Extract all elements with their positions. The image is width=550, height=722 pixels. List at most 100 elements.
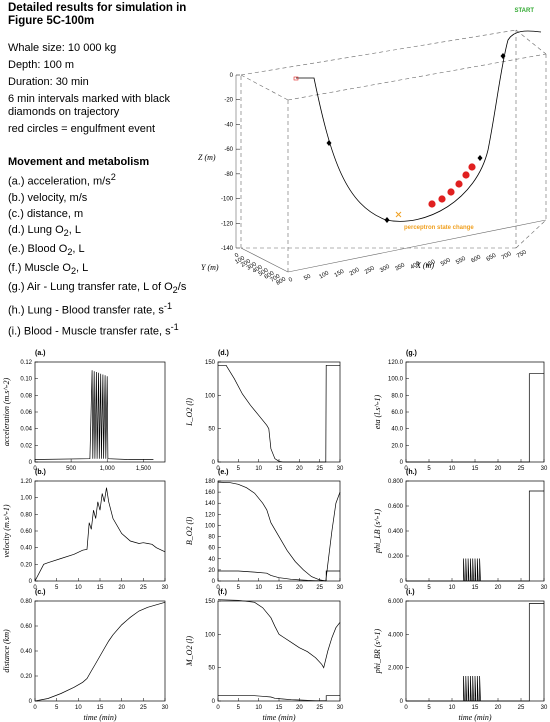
y-tick-label: 0	[212, 460, 216, 466]
z-tick-label: -140	[221, 246, 234, 252]
y-tick-label: 0.60	[20, 624, 32, 630]
y-tick-label: 0.06	[20, 410, 32, 416]
series-line	[218, 570, 340, 582]
y-tick-label: 300	[246, 261, 258, 272]
z-tick-label: -40	[224, 122, 233, 128]
x-tick-label: 15	[472, 466, 479, 472]
x-tick-label: 5	[237, 705, 241, 711]
x-axis-label: time (min)	[83, 713, 116, 722]
y-tick-label: 100	[234, 255, 246, 266]
info-panel: Detailed results for simulation in Figur…	[8, 2, 218, 339]
y-axis-label: phi_LB (s^-1)	[373, 509, 382, 554]
x-tick-label: 30	[541, 705, 548, 711]
six-min-diamond	[384, 217, 390, 223]
z-tick-label: -20	[224, 98, 233, 104]
y-tick-label: 100	[205, 523, 216, 529]
y-tick-label: 0.04	[20, 427, 32, 433]
x-tick-label: 25	[518, 705, 525, 711]
mm-item-superscript: 2	[110, 172, 116, 182]
panel-g: (g.) 0 20.0 40.0 60.0 80.0 100.0 120.0 0 5 10 15 20 2…	[373, 350, 548, 472]
y-tick-label: 200	[240, 258, 252, 269]
mm-item-text: (b.) velocity, m/s	[8, 191, 88, 204]
x-tick-label: 750	[516, 249, 528, 260]
x-tick-label: 25	[140, 705, 147, 711]
six-min-diamond	[477, 155, 483, 161]
y-tick-label: 0	[400, 699, 404, 705]
x-tick-label: 0	[288, 277, 294, 284]
trajectory-path	[296, 30, 542, 222]
x-tick-label: 700	[501, 251, 513, 262]
mm-item-text: (i.) Blood - Muscle transfer rate, s	[8, 325, 171, 338]
series-line	[217, 599, 341, 669]
y-tick-label: 150	[205, 360, 216, 366]
mm-item: (c.) distance, m	[8, 208, 218, 221]
info-heading-line2: Figure 5C-100m	[8, 15, 95, 27]
x-tick-label: 0	[33, 705, 37, 711]
info-engulfment: red circles = engulfment event	[8, 123, 156, 135]
mm-item-text: (c.) distance, m	[8, 207, 84, 220]
y-tick-label: 0.02	[20, 443, 32, 449]
mm-item-subscript: 2	[70, 266, 77, 277]
x-tick-label: 15	[276, 705, 283, 711]
y-axis-label: B_O2 (l)	[185, 517, 194, 546]
x-tick-label: 15	[276, 466, 283, 472]
y-tick-label: 4.000	[388, 632, 404, 638]
x-tick-label: 20	[118, 585, 125, 591]
x-tick-label: 25	[518, 585, 525, 591]
info-heading-line1: Detailed results for simulation in	[8, 2, 187, 14]
y-tick-label: 0.400	[388, 529, 404, 535]
z-tick-label: -120	[221, 221, 234, 227]
info-heading: Detailed results for simulation in Figur…	[8, 2, 218, 28]
y-tick-label: 150	[205, 599, 216, 605]
mm-item: (i.) Blood - Muscle transfer rate, s-1	[8, 321, 218, 339]
x-tick-label: 350	[394, 262, 406, 273]
x-tick-label: 150	[334, 268, 346, 279]
y-tick-label: 500	[258, 267, 270, 278]
y-tick-label: 0.40	[20, 546, 32, 552]
x-tick-label: 5	[55, 585, 59, 591]
y-tick-label: 0	[29, 460, 33, 466]
y-axis-label: phi_BR (s^-1)	[373, 628, 382, 674]
y-tick-label: 0.80	[20, 512, 32, 518]
panel-frame	[217, 361, 341, 463]
mm-item-text: (g.) Air - Lung transfer rate, L of O	[8, 281, 173, 294]
z-axis-label: Z (m)	[198, 153, 216, 162]
y-tick-label: 0.800	[388, 479, 404, 485]
series-line	[218, 364, 340, 463]
movement-metabolism-title: Movement and metabolism	[8, 156, 150, 168]
panel-frame	[34, 600, 166, 702]
x-tick-label: 0	[33, 466, 37, 472]
y-tick-label: 0	[400, 579, 404, 585]
mm-item-text: (d.) Lung O	[8, 223, 64, 236]
x-tick-label: 10	[255, 585, 262, 591]
panel-label: (f.)	[218, 589, 227, 596]
panel-label: (i.)	[406, 589, 415, 596]
mm-item-subscript: 2	[63, 227, 69, 238]
y-tick-label: 0.10	[20, 377, 32, 383]
y-tick-label: 180	[205, 479, 216, 485]
mm-item-subscript: 2	[67, 247, 73, 258]
x-tick-label: 15	[472, 585, 479, 591]
info-intervals: 6 min intervals marked with black diamon…	[8, 93, 218, 119]
series-line	[406, 603, 544, 702]
y-tick-label: 100	[205, 393, 216, 399]
info-depth: Depth: 100 m	[8, 59, 75, 71]
y-tick-label: 20.0	[391, 443, 403, 449]
x-tick-label: 300	[379, 264, 391, 275]
panel-label: (e.)	[218, 469, 229, 476]
x-tick-label: 5	[427, 705, 431, 711]
x-tick-label: 500	[440, 257, 452, 268]
y-tick-label: 1.20	[20, 479, 32, 485]
y-tick-label: 0.08	[20, 393, 32, 399]
box-edge	[515, 219, 547, 249]
y-tick-label: 0	[29, 579, 33, 585]
six-min-diamond	[326, 140, 332, 146]
info-intervals-line1: 6 min intervals marked with black	[8, 93, 171, 105]
x-tick-label: 0	[33, 585, 37, 591]
series-line	[218, 695, 340, 702]
x-tick-label: 30	[337, 585, 344, 591]
y-tick-label: 80.0	[391, 393, 403, 399]
z-tick-label: -100	[221, 197, 234, 203]
x-tick-label: 10	[75, 705, 82, 711]
